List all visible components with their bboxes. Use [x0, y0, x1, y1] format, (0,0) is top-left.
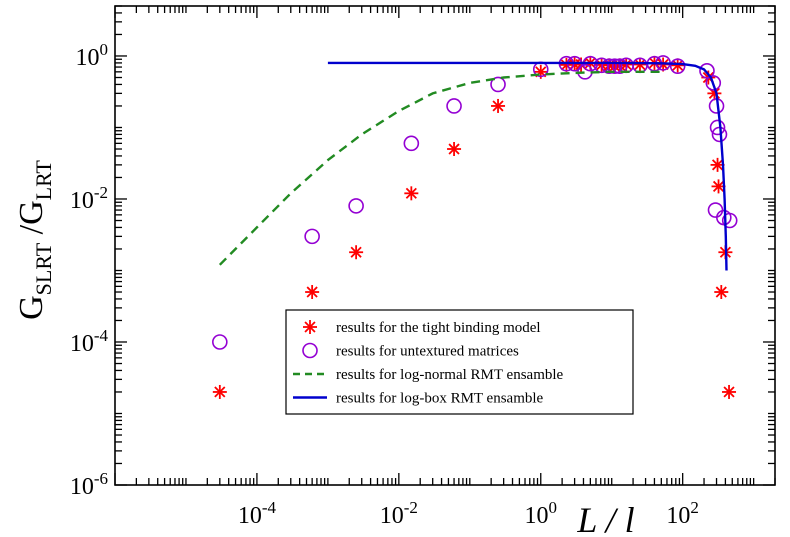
data-point-asterisk — [404, 186, 419, 201]
plot-area — [212, 55, 738, 399]
y-label-sub1: SLRT — [31, 242, 56, 295]
legend-symbol — [303, 320, 317, 334]
data-point-asterisk — [632, 57, 647, 72]
data-point-asterisk — [714, 285, 729, 300]
series-line — [218, 70, 665, 266]
data-point-circle — [705, 75, 722, 91]
data-point-asterisk — [212, 384, 227, 399]
x-tick-label: 10-4 — [238, 498, 277, 529]
data-point-asterisk — [491, 98, 506, 113]
y-label-divider: /G — [13, 200, 50, 243]
data-point-circle — [699, 63, 715, 79]
data-point-circle — [446, 98, 462, 114]
legend: results for the tight binding model resul… — [285, 309, 634, 415]
y-tick-label: 10-4 — [70, 326, 109, 357]
data-point-asterisk — [722, 384, 737, 399]
data-point-circle — [403, 135, 420, 152]
legend-box — [285, 309, 634, 415]
legend-entry: results for the tight binding model — [303, 320, 541, 336]
legend-label: results for log-normal RMT ensamble — [336, 367, 564, 383]
legend-entry: results for untextured matrices — [302, 342, 519, 360]
data-point-circle — [212, 334, 228, 350]
data-point-asterisk — [349, 245, 364, 260]
x-axis-label: L / l — [576, 500, 634, 537]
series-4 — [327, 61, 728, 271]
data-point-asterisk — [670, 58, 685, 73]
series-line — [327, 61, 728, 271]
legend-entry: results for log-box RMT ensamble — [293, 391, 544, 407]
x-tick-label: 100 — [525, 498, 558, 529]
y-axis-label: GSLRT /GLRT — [13, 160, 56, 320]
data-point-circle — [593, 57, 610, 74]
legend-entry: results for log-normal RMT ensamble — [293, 367, 564, 383]
data-point-circle — [601, 58, 617, 74]
data-point-asterisk — [447, 142, 462, 157]
y-tick-label: 100 — [76, 40, 109, 71]
plot-frame — [114, 5, 776, 486]
data-point-circle — [304, 228, 320, 245]
x-tick-label: 10-2 — [380, 498, 418, 529]
series-3 — [218, 70, 665, 266]
legend-label: results for log-box RMT ensamble — [336, 391, 544, 407]
data-point-circle — [490, 76, 506, 93]
data-point-asterisk — [305, 285, 320, 300]
svg-text:GSLRT /GLRT: GSLRT /GLRT — [13, 160, 56, 320]
data-point-circle — [721, 212, 738, 229]
data-point-circle — [612, 58, 628, 74]
legend-label: results for the tight binding model — [336, 320, 541, 336]
data-point-circle — [669, 58, 686, 74]
data-point-circle — [348, 198, 364, 214]
data-point-asterisk — [710, 157, 725, 172]
data-point-circle — [606, 58, 623, 74]
y-label-base: G — [13, 295, 50, 320]
data-point-circle — [709, 119, 726, 136]
legend-symbol — [302, 342, 318, 359]
legend-label: results for untextured matrices — [336, 344, 519, 360]
x-tick-label: 102 — [666, 498, 699, 529]
tick-labels: 10-4 10-2 100 102 10-6 10-4 10-2 100 — [70, 40, 699, 529]
y-tick-label: 10-2 — [70, 183, 108, 214]
y-label-sub2: LRT — [31, 160, 56, 201]
y-tick-label: 10-6 — [70, 469, 108, 500]
